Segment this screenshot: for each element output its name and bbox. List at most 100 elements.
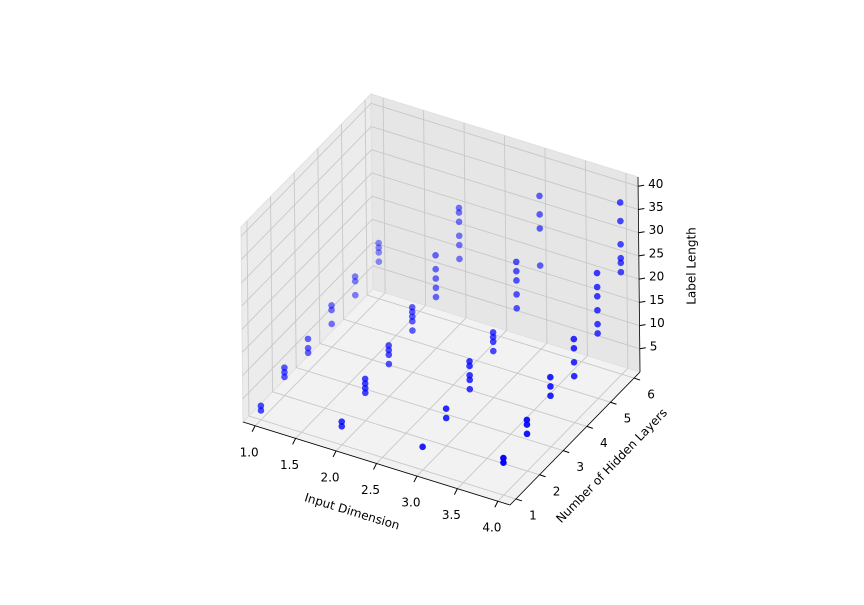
data-point [616,199,624,206]
data-point [536,192,543,200]
grid-line [242,265,374,400]
data-point [304,349,312,357]
data-point [489,333,497,341]
tick-mark [586,425,593,429]
z-tick-label: 40 [648,177,663,191]
data-point [375,258,383,265]
grid-line [295,305,426,439]
tick-mark [332,450,337,458]
grid-line [371,149,639,234]
data-point [617,240,624,248]
data-point [455,218,463,226]
tick-mark [610,401,617,405]
grid-line [319,342,587,427]
data-point [408,308,416,316]
data-point [466,385,474,393]
data-point [547,383,554,390]
grid-line [370,102,639,187]
data-point [455,209,463,216]
grid-line [240,102,372,237]
tick-mark [638,231,645,234]
tick-mark [639,300,646,303]
data-point [432,265,439,273]
tick-mark [539,474,546,478]
data-point [385,346,393,354]
data-point [409,327,416,334]
grid-line [343,318,611,403]
z-tick-label: 15 [649,293,664,307]
x-tick-label: 1.0 [240,445,259,459]
tick-mark [638,184,645,187]
z-tick-label: 5 [650,339,658,353]
data-point [593,283,601,291]
data-point [408,304,416,311]
grid-line [241,195,373,330]
data-point [442,405,450,413]
data-point [281,369,288,376]
y-tick-label: 4 [600,436,608,450]
tick-mark [413,475,418,483]
data-point [432,275,440,282]
data-point [523,430,531,438]
data-point [257,402,265,410]
data-point [500,454,507,462]
tick-mark [453,488,458,495]
data-point [328,306,335,314]
data-point [362,389,369,397]
data-point [442,414,450,422]
data-point [455,204,463,212]
y-axis-line [509,371,641,506]
tick-mark [638,208,645,210]
data-point [513,305,521,312]
data-point [489,347,497,355]
y-tick-label: 5 [624,412,632,426]
z-tick-label: 10 [650,316,665,330]
data-point [304,344,312,352]
tick-mark [373,463,377,470]
z-tick-label: 20 [649,270,664,284]
data-point [432,293,440,301]
data-point [351,277,359,285]
y-tick-label: 6 [647,388,655,402]
y-tick-label: 2 [553,484,561,498]
data-point [547,373,554,381]
data-point [408,313,416,320]
data-point [594,330,601,337]
tick-mark [494,501,499,508]
z-axis-line [637,176,641,373]
data-point [361,380,369,387]
data-point [513,277,520,284]
data-point [456,255,463,263]
grid-line [371,172,639,257]
data-point [385,351,393,359]
data-point [338,423,346,430]
x-tick-label: 2.5 [361,483,380,497]
y-tick-label: 3 [576,460,584,474]
grid-line [371,126,639,210]
data-point [523,416,531,424]
data-point [456,241,463,249]
data-point [432,284,440,292]
grid-line [241,126,372,260]
data-point [617,254,625,262]
grid-line [376,330,507,464]
data-point [466,371,473,379]
data-point [570,372,578,380]
grid-line [335,317,467,452]
z-tick-label: 30 [649,223,664,237]
x-tick-label: 1.5 [280,458,299,472]
x-tick-label: 4.0 [482,521,501,535]
data-point [385,342,393,349]
data-point [536,211,543,218]
grid-line [241,172,373,307]
data-point [523,421,531,428]
tick-mark [515,498,523,502]
data-point [466,358,473,365]
data-point [351,273,359,280]
data-point [570,335,578,343]
data-point [536,225,544,232]
data-point [500,459,507,466]
data-point [304,335,312,343]
tick-mark [638,254,645,257]
x-tick-label: 3.0 [401,496,420,510]
